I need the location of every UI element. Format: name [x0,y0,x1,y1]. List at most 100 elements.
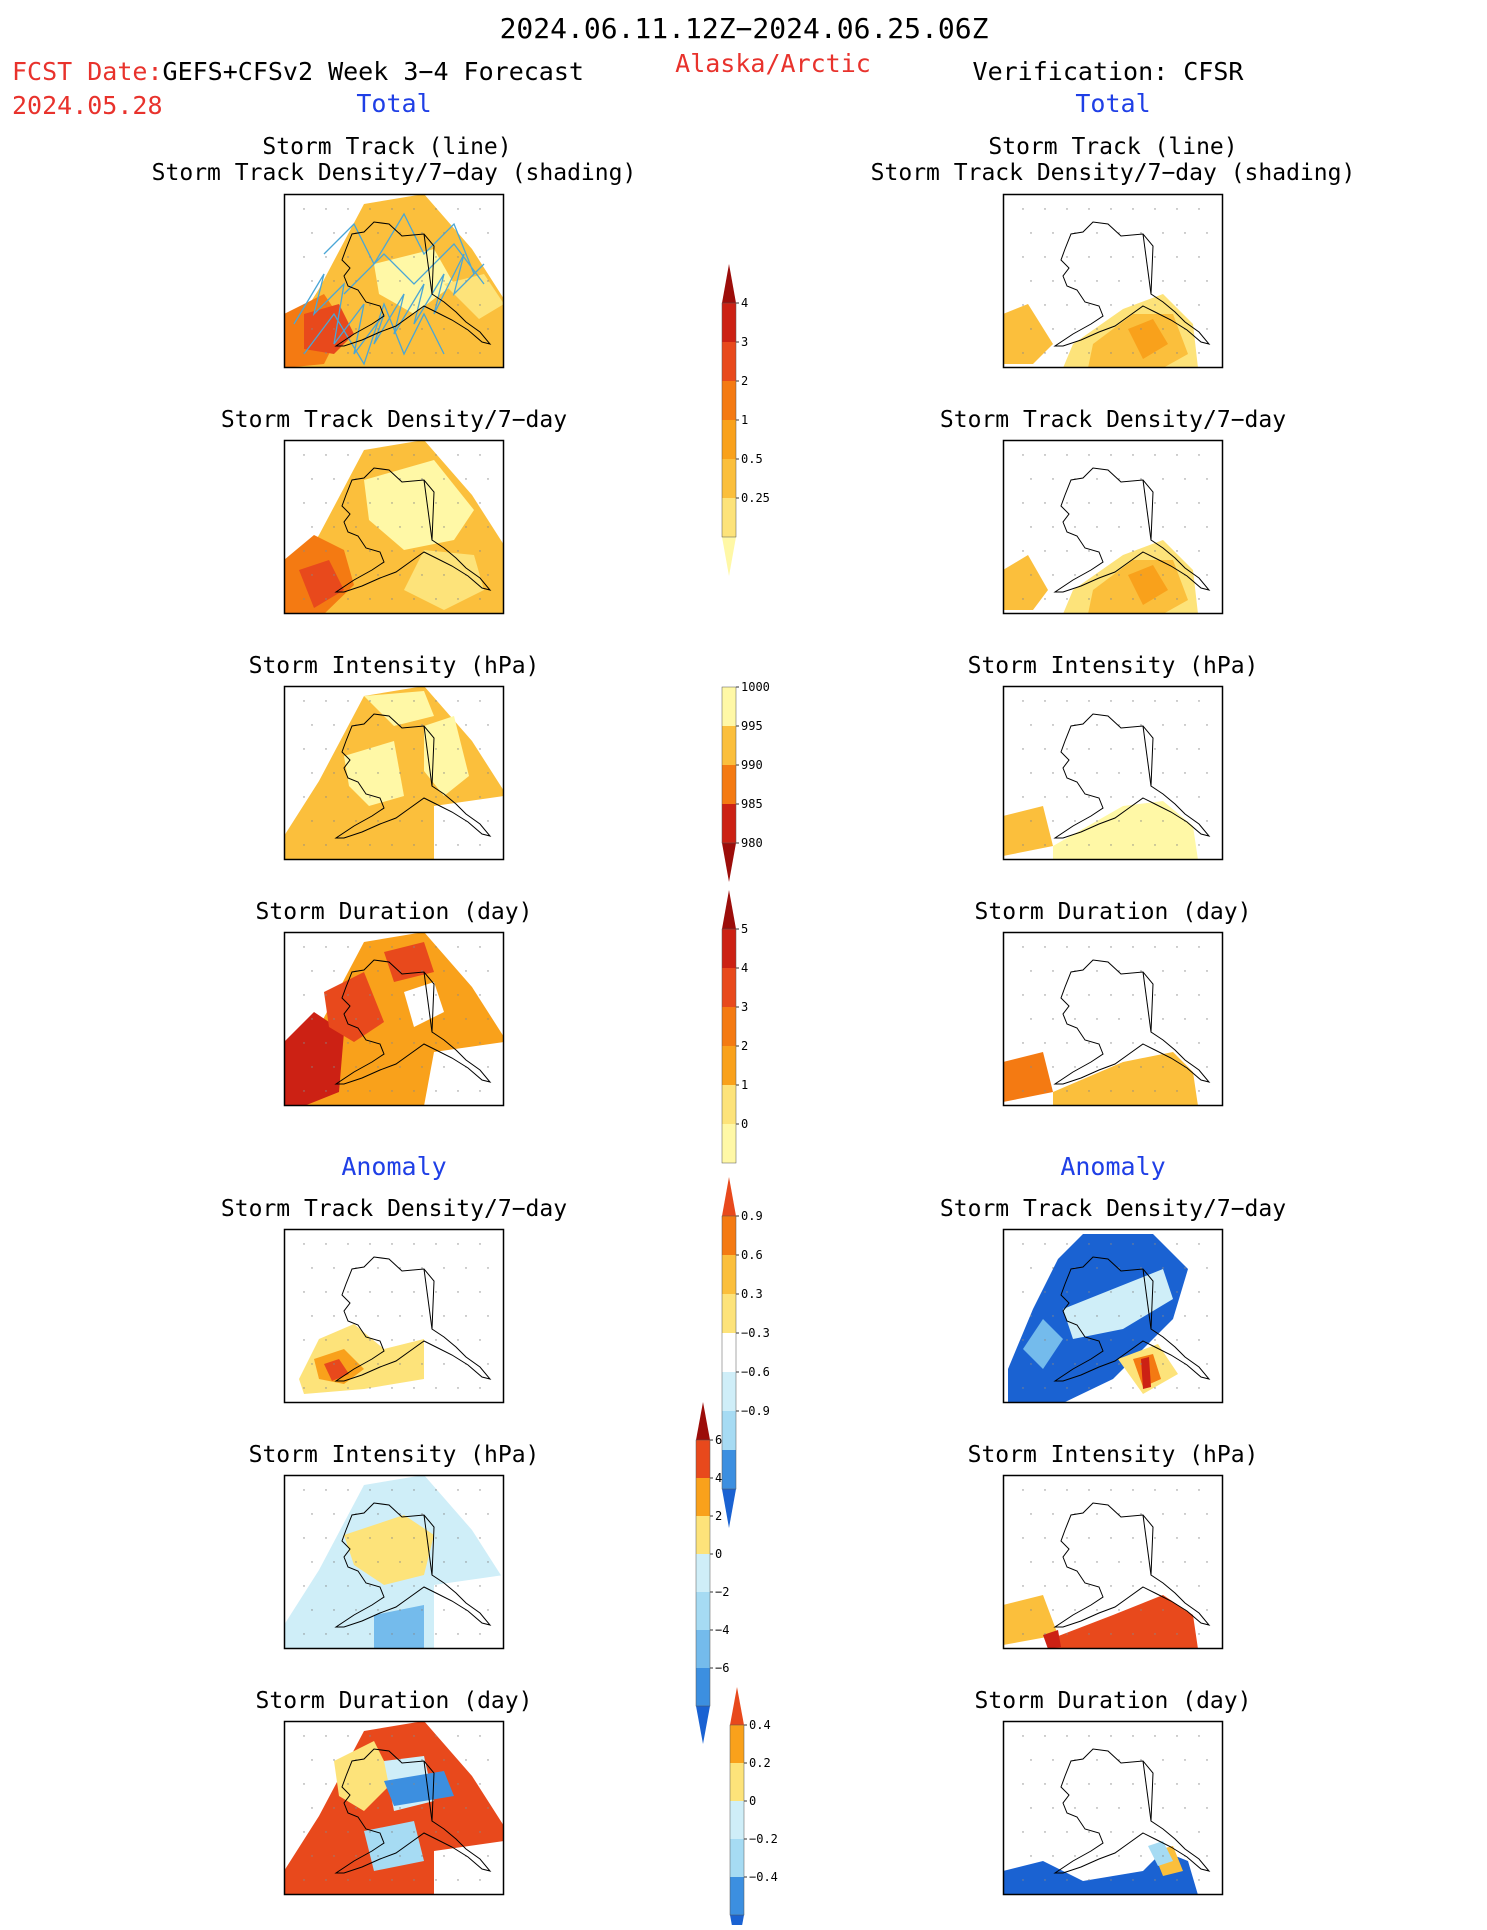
graticule-dot [457,1783,459,1785]
panel-frame [283,1228,505,1404]
graticule-dot [1030,1267,1032,1269]
shaded-region [1003,555,1048,610]
colorbar-swatch [722,1333,736,1372]
alaska-canada-border [1142,479,1152,541]
graticule-dot [325,1831,327,1833]
graticule-dot [1162,1513,1164,1515]
graticule-dot [1052,328,1054,330]
graticule-dot [1066,1489,1068,1491]
graticule-dot [369,700,371,702]
graticule-dot [325,208,327,210]
graticule-dot [1044,1831,1046,1833]
colorbar-swatch [722,1007,736,1046]
alaska-canada-border [423,725,433,787]
graticule-dot [413,1831,415,1833]
title-anom-intensity-left: Storm Intensity (hPa) [249,1442,540,1468]
graticule-dot [347,994,349,996]
graticule-dot [1206,1759,1208,1761]
colorbar-arrow-top [722,264,736,303]
graticule-dot [391,1090,393,1092]
graticule-dot [457,256,459,258]
colorbar-swatch [722,1411,736,1450]
graticule-dot [457,796,459,798]
colorbar-swatch [722,498,736,537]
graticule-dot [399,526,401,528]
graticule-dot [1022,352,1024,354]
graticule-dot [1088,1042,1090,1044]
graticule-dot [1162,280,1164,282]
graticule-dot [1176,550,1178,552]
graticule-dot [311,328,313,330]
graticule-dot [1118,1855,1120,1857]
graticule-dot [325,502,327,504]
graticule-dot [1206,328,1208,330]
graticule-dot [1052,574,1054,576]
graticule-dot [1088,208,1090,210]
graticule-dot [413,1387,415,1389]
colorbar-swatch [696,1440,710,1478]
graticule-dot [333,328,335,330]
colorbar-swatch [722,1124,736,1163]
graticule-dot [457,1291,459,1293]
graticule-dot [303,304,305,306]
graticule-dot [1030,1561,1032,1563]
graticule-dot [311,1363,313,1365]
graticule-dot [391,1879,393,1881]
graticule-dot [435,352,437,354]
graticule-dot [1140,1807,1142,1809]
colorbar-swatch [722,381,736,420]
graticule-dot [413,700,415,702]
graticule-dot [325,304,327,306]
graticule-dot [1052,772,1054,774]
shaded-region [1128,319,1168,359]
graticule-dot [303,994,305,996]
graticule-dot [391,1339,393,1341]
graticule-dot [1154,1585,1156,1587]
graticule-dot [391,1585,393,1587]
graticule-dot [333,772,335,774]
graticule-dot [487,526,489,528]
graticule-dot [1140,1363,1142,1365]
graticule-dot [479,1831,481,1833]
graticule-dot [1132,844,1134,846]
graticule-dot [457,844,459,846]
graticule-dot [443,1315,445,1317]
graticule-dot [303,208,305,210]
map-area [1003,440,1223,614]
panel-frame [1002,439,1224,615]
graticule-dot [1132,502,1134,504]
graticule-dot [413,796,415,798]
colorbar-swatch [696,1592,710,1630]
graticule-dot [1132,946,1134,948]
shaded-region [1003,806,1053,856]
graticule-dot [325,256,327,258]
graticule-dot [303,1042,305,1044]
shaded-region [324,972,384,1042]
graticule-dot [1022,256,1024,258]
graticule-dot [355,820,357,822]
graticule-dot [479,1243,481,1245]
panel-titles: Storm Track (line) Storm Track Density/7… [152,134,1356,1714]
graticule-dot [435,598,437,600]
graticule-dot [333,1513,335,1515]
shaded-region [1148,1841,1173,1866]
graticule-dot [1074,526,1076,528]
graticule-dot [377,328,379,330]
graticule-dot [1206,772,1208,774]
graticule-dot [377,1759,379,1761]
colorbar-label: 995 [741,719,763,733]
graticule-dot [413,1783,415,1785]
graticule-dot [391,598,393,600]
graticule-dot [333,526,335,528]
graticule-dot [1088,1537,1090,1539]
graticule-dot [1044,1879,1046,1881]
panel-frame [1002,1228,1224,1404]
graticule-dot [1110,550,1112,552]
graticule-dot [479,1489,481,1491]
graticule-dot [1074,1315,1076,1317]
graticule-dot [1140,724,1142,726]
panel-track-right [1002,193,1224,369]
graticule-dot [391,1042,393,1044]
graticule-dot [355,1807,357,1809]
graticule-dot [1096,820,1098,822]
